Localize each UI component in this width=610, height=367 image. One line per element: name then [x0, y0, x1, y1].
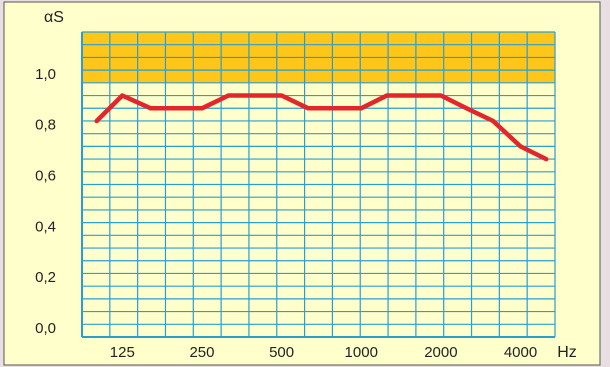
x-tick-label: 125 [110, 344, 135, 361]
data-point [491, 119, 495, 123]
y-tick-label: 0,8 [35, 117, 56, 134]
x-tick-label: 250 [189, 344, 214, 361]
data-point [174, 106, 178, 110]
data-point [544, 157, 548, 161]
x-tick-label: 500 [269, 344, 294, 361]
data-point [254, 94, 258, 98]
y-tick-label: 0,4 [35, 218, 56, 235]
data-point [413, 94, 417, 98]
x-axis-label: Hz [557, 344, 577, 361]
data-point [200, 106, 204, 110]
data-point [465, 106, 469, 110]
y-tick-label: 0,6 [35, 168, 56, 185]
data-point [439, 94, 443, 98]
x-tick-label: 2000 [424, 344, 457, 361]
data-point [280, 94, 284, 98]
data-point [334, 106, 338, 110]
y-tick-label: 0,0 [35, 320, 56, 337]
y-tick-label: 0,2 [35, 269, 56, 286]
data-point [385, 94, 389, 98]
data-point [306, 106, 310, 110]
data-point [149, 106, 153, 110]
data-point [227, 94, 231, 98]
x-tick-label: 1000 [345, 344, 378, 361]
series-line-0 [94, 93, 549, 162]
data-point [120, 94, 124, 98]
data-point [95, 119, 99, 123]
y-tick-label: 1,0 [35, 66, 56, 83]
data-point [359, 106, 363, 110]
y-axis-label: αS [44, 9, 64, 26]
x-tick-label: 4000 [504, 344, 537, 361]
data-point [519, 144, 523, 148]
